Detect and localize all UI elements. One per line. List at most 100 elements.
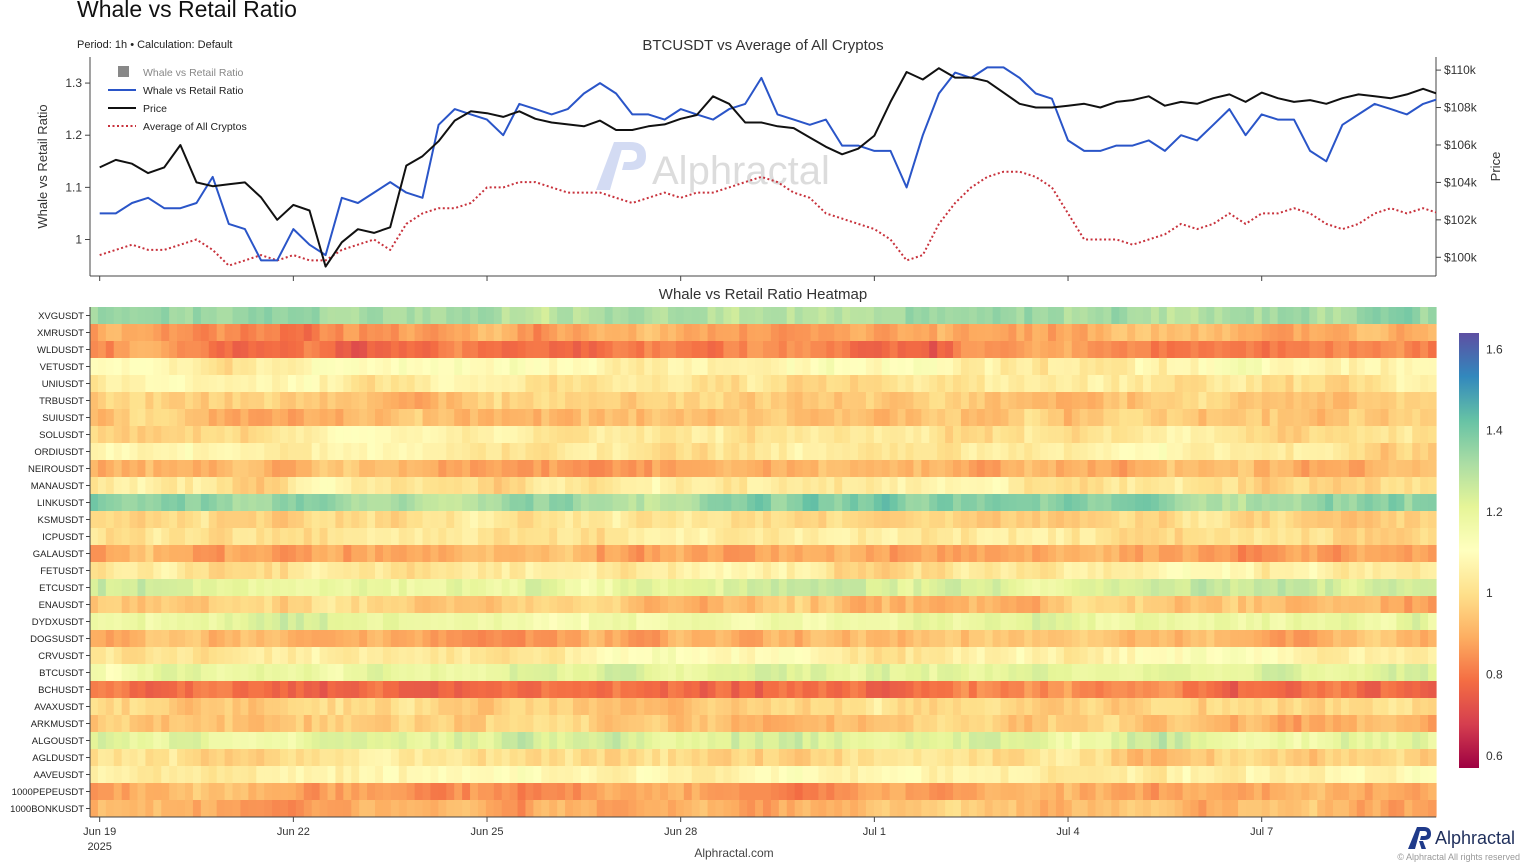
- heatmap-cell: [1230, 562, 1239, 580]
- footer-site[interactable]: Alphractal.com: [694, 846, 774, 860]
- heatmap-cell: [1238, 596, 1247, 614]
- heatmap-cell: [937, 307, 946, 325]
- heatmap-cell: [343, 392, 352, 410]
- heatmap-cell: [1143, 341, 1152, 359]
- heatmap-cell: [1364, 426, 1374, 444]
- heatmap-cell: [747, 579, 756, 597]
- heatmap-cell: [1087, 783, 1097, 801]
- heatmap-cell: [1222, 766, 1231, 784]
- heatmap-cell: [1040, 596, 1049, 614]
- heatmap-cell: [438, 528, 447, 546]
- heatmap-cell: [208, 698, 218, 716]
- heatmap-cell: [850, 375, 859, 393]
- heatmap-cell: [1428, 698, 1437, 716]
- heatmap-cell: [287, 324, 297, 342]
- heatmap-cell: [501, 392, 511, 410]
- heatmap-cell: [367, 664, 376, 682]
- heatmap-cell: [1420, 596, 1429, 614]
- heatmap-cell: [794, 324, 804, 342]
- heatmap-cell: [620, 494, 629, 512]
- heatmap-cell: [921, 409, 930, 427]
- heatmap-cell: [1000, 715, 1010, 733]
- heatmap-cell: [1222, 545, 1231, 563]
- heatmap-cell: [1079, 307, 1089, 325]
- heatmap-cell: [1016, 358, 1025, 376]
- heatmap-cell: [723, 324, 732, 342]
- heatmap-cell: [311, 477, 321, 495]
- heatmap-cell: [1079, 494, 1089, 512]
- heatmap-cell: [826, 494, 835, 512]
- heatmap-cell: [1253, 545, 1263, 563]
- heatmap-cell: [1063, 477, 1073, 495]
- heatmap-cell: [287, 613, 297, 631]
- heatmap-cell: [398, 341, 408, 359]
- heatmap-cell: [858, 766, 867, 784]
- heatmap-cell: [287, 443, 297, 461]
- heatmap-cell: [984, 341, 994, 359]
- heatmap-cell: [359, 477, 368, 495]
- heatmap-cell: [398, 375, 408, 393]
- heatmap-cell: [763, 698, 772, 716]
- heatmap-cell: [145, 766, 154, 784]
- heatmap-cell: [596, 511, 606, 529]
- heatmap-cell: [303, 375, 313, 393]
- heatmap-cell: [295, 494, 305, 512]
- heatmap-cell: [580, 766, 590, 784]
- heatmap-cell: [375, 511, 384, 529]
- heatmap-cell: [105, 579, 115, 597]
- heatmap-cell: [881, 562, 891, 580]
- heatmap-cell: [200, 426, 210, 444]
- heatmap-cell: [636, 545, 645, 563]
- heatmap-cell: [359, 358, 368, 376]
- heatmap-cell: [652, 392, 661, 410]
- heatmap-cell: [858, 681, 867, 699]
- heatmap-cell: [1174, 307, 1184, 325]
- heatmap-cell: [755, 392, 764, 410]
- heatmap-cell: [224, 443, 234, 461]
- heatmap-cell: [248, 494, 257, 512]
- heatmap-cell: [240, 579, 249, 597]
- heatmap-cell: [873, 324, 883, 342]
- heatmap-cell: [1388, 647, 1398, 665]
- heatmap-cell: [1071, 698, 1081, 716]
- heatmap-cell: [921, 324, 930, 342]
- heatmap-cell: [557, 494, 566, 512]
- heatmap-cell: [1182, 783, 1192, 801]
- heatmap-cell: [953, 477, 962, 495]
- heatmap-cell: [359, 545, 368, 563]
- heatmap-cell: [1008, 341, 1017, 359]
- heatmap-cell: [525, 545, 534, 563]
- heatmap-cell: [945, 477, 954, 495]
- heatmap-cell: [1412, 698, 1421, 716]
- heatmap-cell: [953, 630, 962, 648]
- heatmap-cell: [462, 307, 471, 325]
- heatmap-cell: [588, 562, 598, 580]
- heatmap-cell: [1166, 783, 1176, 801]
- heatmap-cell: [1063, 783, 1073, 801]
- heatmap-cell: [105, 647, 115, 665]
- heatmap-cell: [367, 715, 376, 733]
- heatmap-cell: [200, 596, 210, 614]
- heatmap-cell: [1103, 341, 1112, 359]
- heatmap-cell: [683, 579, 693, 597]
- heatmap-cell: [485, 596, 495, 614]
- heatmap-cell: [873, 477, 883, 495]
- heatmap-cell: [1388, 511, 1398, 529]
- heatmap-cell: [1198, 375, 1207, 393]
- heatmap-cell: [375, 477, 384, 495]
- heatmap-cell: [485, 647, 495, 665]
- heatmap-cell: [1364, 307, 1374, 325]
- heatmap-cell: [699, 749, 709, 767]
- heatmap-cell: [1261, 579, 1271, 597]
- heatmap-cell: [161, 358, 170, 376]
- heatmap-cell: [351, 698, 360, 716]
- heatmap-cell: [1253, 307, 1263, 325]
- heatmap-cell: [707, 698, 717, 716]
- heatmap-cell: [644, 596, 653, 614]
- heatmap-cell: [873, 341, 883, 359]
- heatmap-cell: [1356, 341, 1366, 359]
- heatmap-cell: [1404, 528, 1413, 546]
- heatmap-cell: [921, 766, 930, 784]
- heatmap-cell: [612, 409, 622, 427]
- heatmap-cell: [557, 664, 566, 682]
